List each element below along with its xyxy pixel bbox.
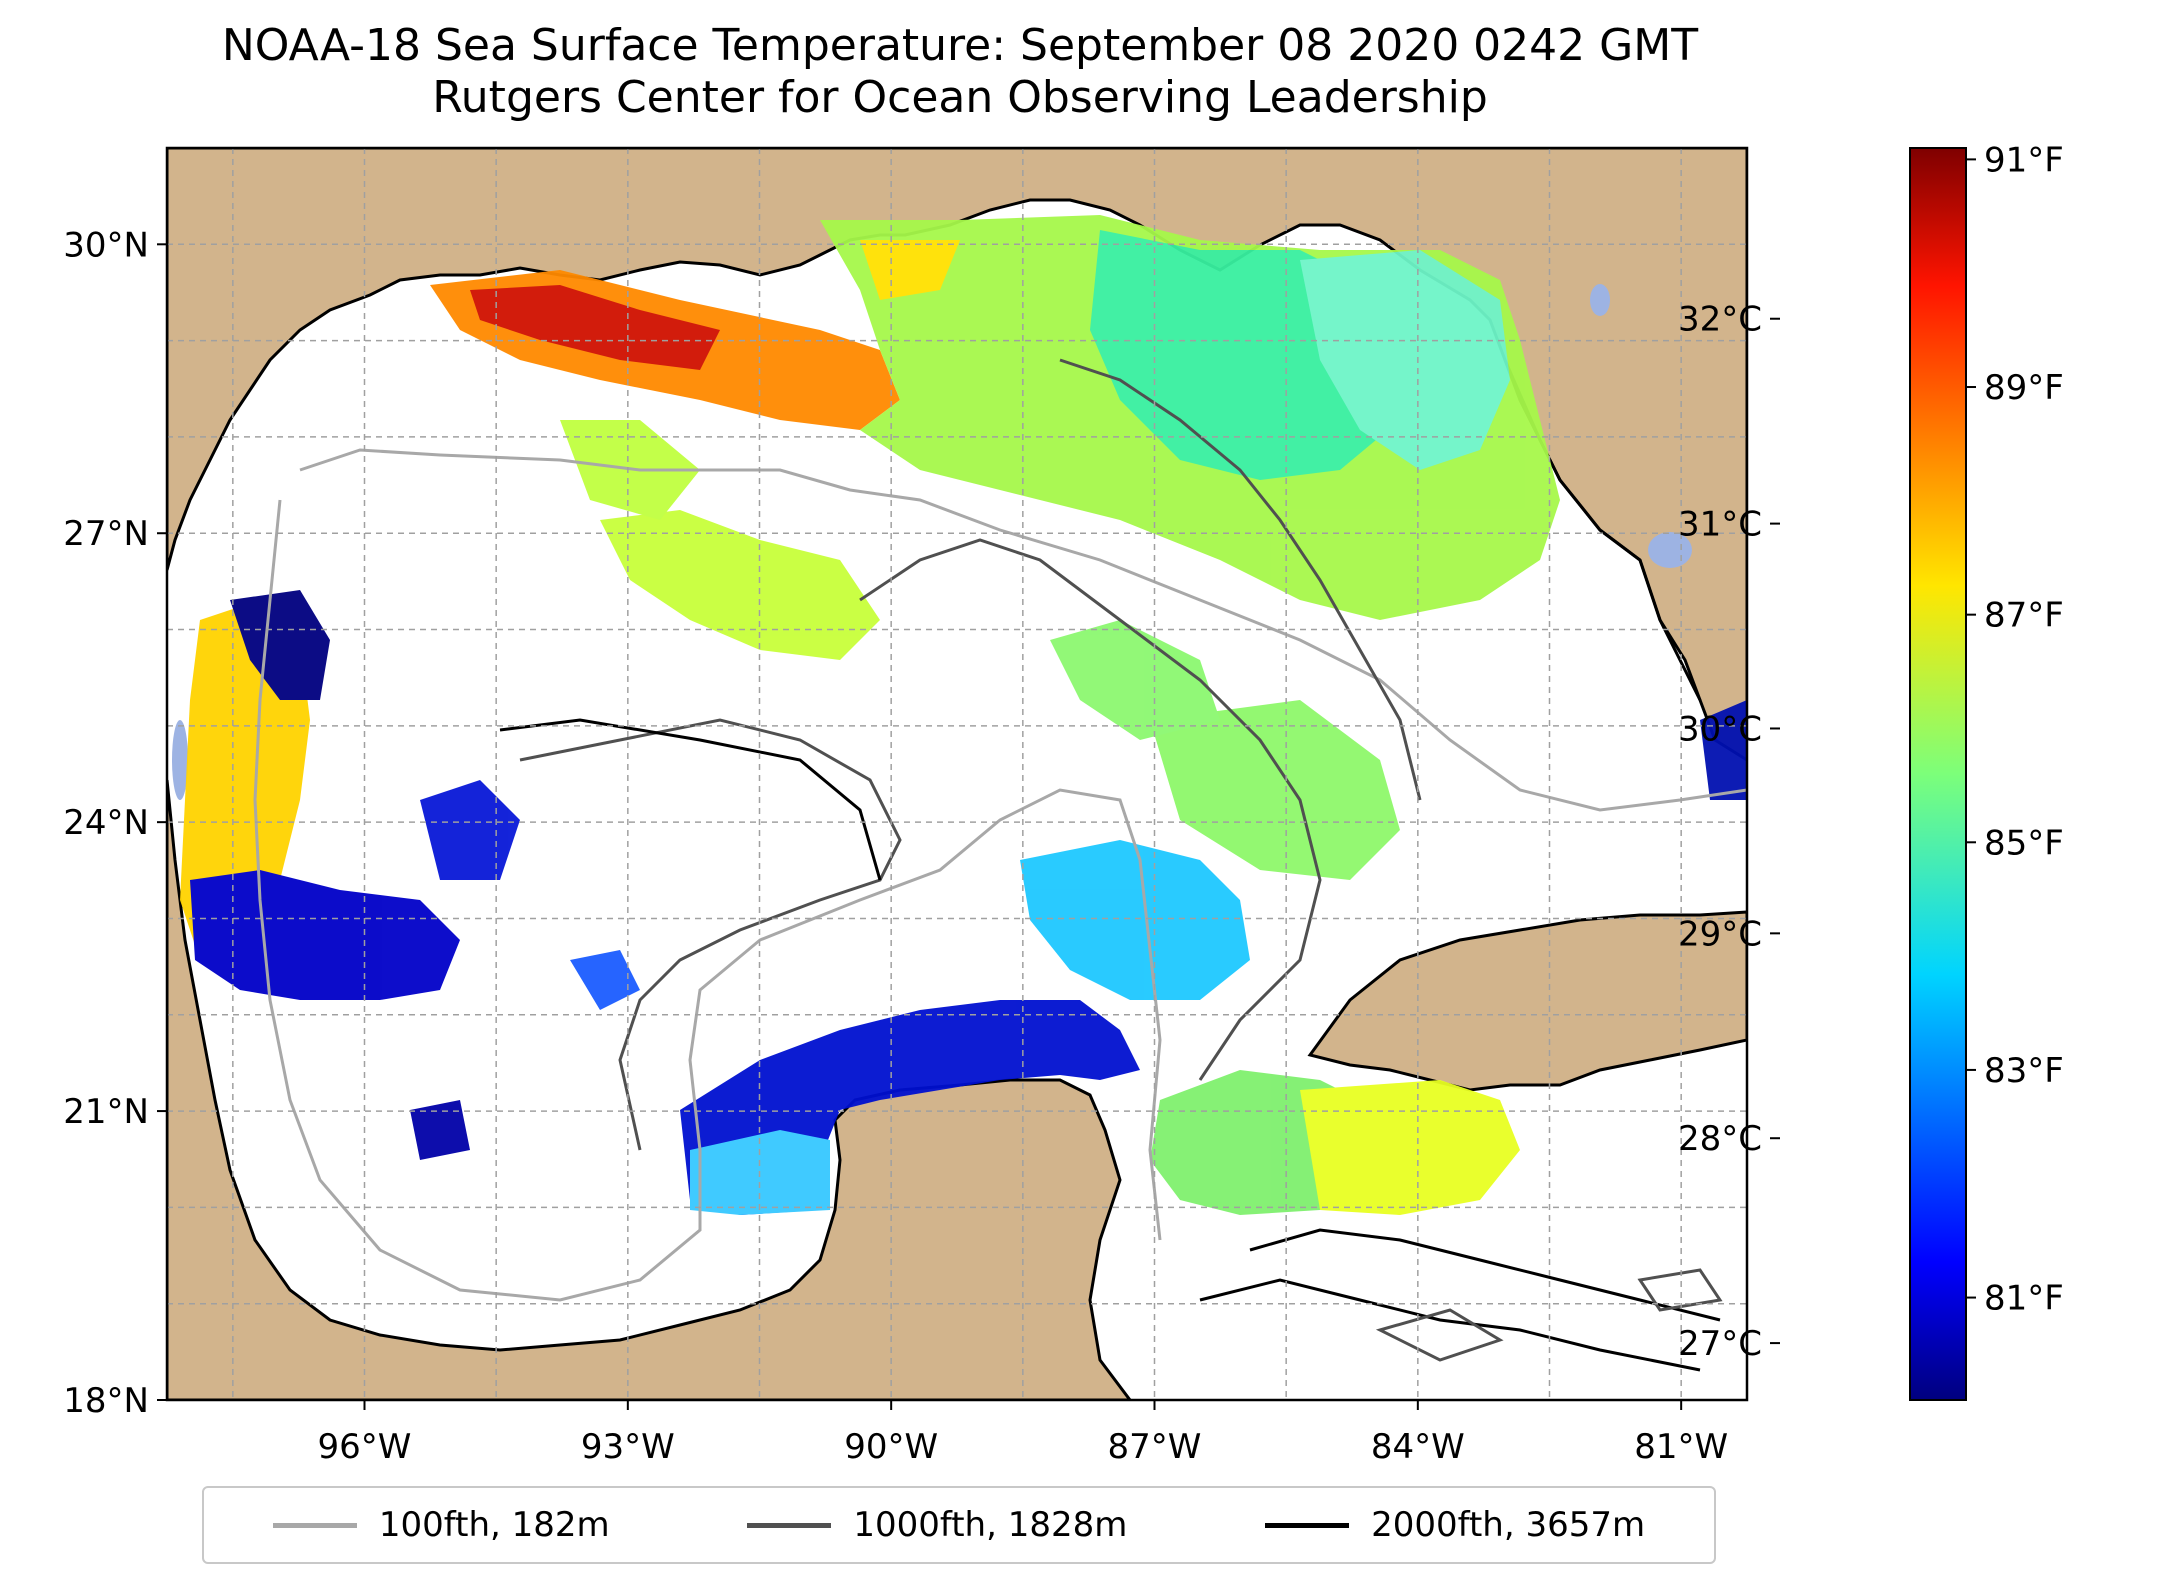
legend-item: 1000fth, 1828m	[747, 1505, 1127, 1545]
colorbar-c-label: 31°C	[1678, 505, 1762, 545]
legend-label: 100fth, 182m	[378, 1505, 610, 1545]
latitude-axis: 30°N 27°N 24°N 21°N 18°N	[63, 225, 167, 1421]
lat-tick-label: 24°N	[63, 803, 149, 843]
bathymetry-contours	[253, 358, 1747, 1372]
legend-item: 2000fth, 3657m	[1265, 1505, 1645, 1545]
lat-tick-label: 30°N	[63, 225, 149, 265]
colorbar-f-label: 87°F	[1984, 596, 2064, 636]
sst-data	[180, 215, 1747, 1215]
lake-florida	[1590, 284, 1610, 316]
colorbar-c-label: 30°C	[1678, 709, 1762, 749]
legend-label: 1000fth, 1828m	[853, 1505, 1128, 1545]
colorbar-c-label: 28°C	[1678, 1119, 1762, 1159]
legend-line-swatch	[1265, 1522, 1350, 1528]
legend-line-swatch	[272, 1522, 357, 1528]
legend-line-swatch	[747, 1522, 832, 1528]
lake-laguna-madre	[172, 720, 188, 800]
map-subtitle: Rutgers Center for Ocean Observing Leade…	[432, 72, 1488, 123]
colorbar-celsius-axis: 32°C 31°C 30°C 29°C 28°C 27°C	[1678, 300, 1780, 1364]
colorbar	[1909, 147, 1967, 1401]
land-mexico-west	[167, 779, 1132, 1400]
lon-tick-label: 90°W	[844, 1427, 938, 1467]
legend-item: 100fth, 182m	[272, 1505, 610, 1545]
colorbar-f-label: 81°F	[1984, 1279, 2064, 1319]
legend-label: 2000fth, 3657m	[1371, 1505, 1646, 1545]
colorbar-f-label: 85°F	[1984, 823, 2064, 863]
colorbar-c-label: 29°C	[1678, 914, 1762, 954]
colorbar-c-label: 32°C	[1678, 300, 1762, 340]
map-frame	[165, 146, 1749, 1402]
lon-tick-label: 87°W	[1108, 1427, 1202, 1467]
lat-tick-label: 18°N	[63, 1381, 149, 1421]
colorbar-c-label: 27°C	[1678, 1324, 1762, 1364]
lon-tick-label: 81°W	[1634, 1427, 1728, 1467]
lon-tick-label: 93°W	[581, 1427, 675, 1467]
colorbar-fahrenheit-axis: 91°F 89°F 87°F 85°F 83°F 81°F	[1966, 140, 2064, 1319]
colorbar-f-label: 89°F	[1984, 368, 2064, 408]
legend: 100fth, 182m 1000fth, 1828m 2000fth, 3657m	[202, 1486, 1716, 1564]
map-title: NOAA-18 Sea Surface Temperature: Septemb…	[221, 20, 1699, 71]
lat-tick-label: 27°N	[63, 514, 149, 554]
lat-tick-label: 21°N	[63, 1092, 149, 1132]
longitude-axis: 96°W 93°W 90°W 87°W 84°W 81°W	[318, 1400, 1728, 1467]
lon-tick-label: 84°W	[1371, 1427, 1465, 1467]
colorbar-f-label: 91°F	[1984, 140, 2064, 180]
colorbar-f-label: 83°F	[1984, 1051, 2064, 1091]
lon-tick-label: 96°W	[318, 1427, 412, 1467]
